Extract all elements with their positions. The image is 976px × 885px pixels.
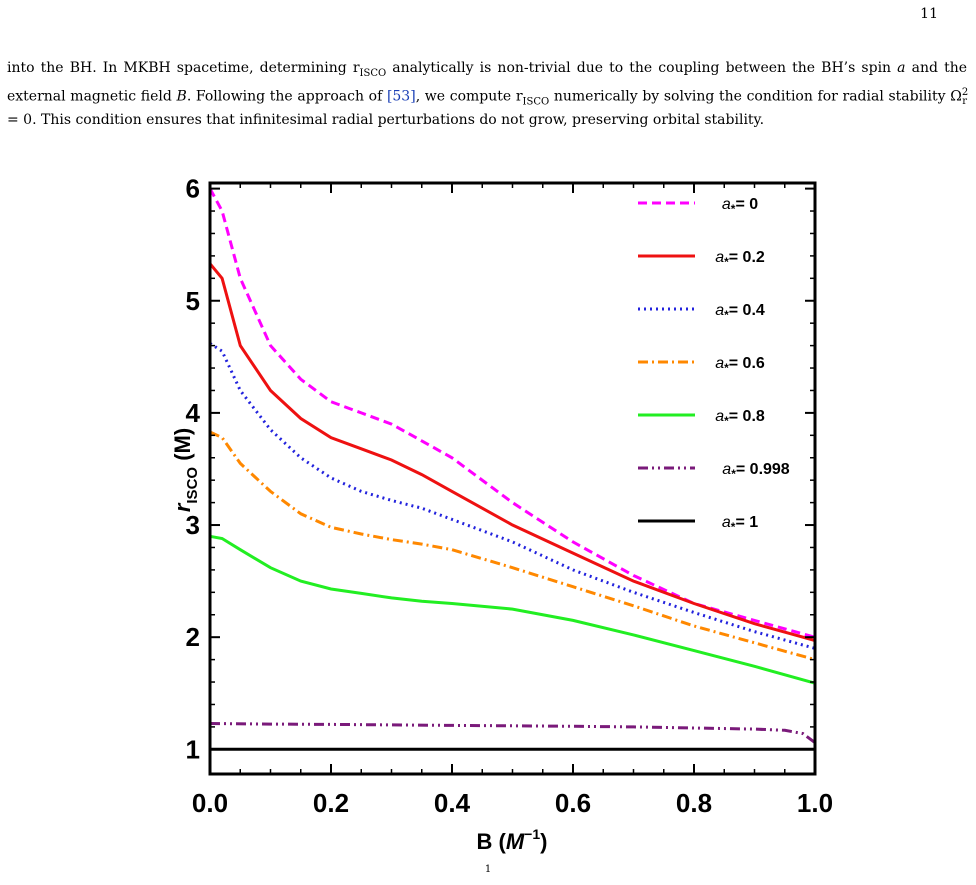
paragraph-text: and the external magnetic field: [7, 60, 968, 105]
legend-label: a*= 0.6: [715, 355, 765, 375]
citation-link[interactable]: [53]: [386, 88, 416, 105]
y-tick-label: 1: [186, 734, 200, 764]
chart-legend: a*= 0 a*= 0.2 a*= 0.4 a*= 0.6 a*= 0.8 a*= 0.9…: [638, 196, 790, 534]
x-axis-label: B (M−1): [477, 826, 548, 854]
paragraph-subscript: ISCO: [359, 67, 387, 79]
paragraph-superscript: 2: [961, 86, 969, 98]
axis-ticks: 0.0 0.2 0.4 0.6 0.8 1.0 1 2 3 4 5 6: [186, 174, 834, 818]
x-tick-label: 0.0: [192, 788, 228, 818]
legend-label: a*= 0.4: [715, 302, 765, 322]
paragraph-text: numerically by solving the condition for…: [549, 88, 962, 105]
x-tick-label: 0.6: [555, 788, 591, 818]
paragraph-symbol: B: [176, 88, 187, 105]
paragraph-text: = 0. This condition ensures that infinit…: [7, 112, 765, 129]
y-axis-label: rISCO (M): [170, 428, 201, 512]
plot-frame: [208, 181, 817, 776]
y-tick-label: 2: [186, 622, 200, 652]
series-line: [208, 262, 816, 642]
series-line: [209, 722, 816, 744]
y-tick-label: 6: [186, 174, 200, 204]
paragraph-symbol: a: [897, 60, 906, 76]
legend-label: a*= 0.998: [722, 461, 790, 481]
series-line: [209, 534, 816, 685]
y-tick-label: 5: [186, 286, 200, 316]
series-line: [209, 430, 816, 662]
y-tick-label: 3: [186, 510, 200, 540]
y-tick-label: 4: [186, 398, 201, 428]
legend-label: a*= 1: [722, 514, 758, 534]
series-line: [208, 187, 816, 639]
x-tick-label: 0.4: [434, 788, 471, 818]
legend-label: a*= 0.2: [715, 249, 765, 269]
paragraph-text: . Following the approach of: [186, 88, 387, 105]
paragraph-text: , we compute r: [415, 88, 523, 105]
x-tick-label: 1.0: [797, 788, 833, 818]
legend-label: a*= 0: [722, 196, 758, 216]
caption-fragment: 1: [484, 864, 492, 875]
plot-series-group: [208, 187, 816, 751]
paragraph-subscript: ISCO: [522, 96, 550, 108]
paragraph-text: into the BH. In MKBH spacetime, determin…: [7, 60, 360, 76]
legend-label: a*= 0.8: [715, 408, 765, 428]
series-line: [209, 342, 816, 650]
x-tick-label: 0.2: [313, 788, 349, 818]
page-number: 11: [920, 6, 938, 22]
paragraph-subscript: r: [962, 96, 967, 108]
body-paragraph: into the BH. In MKBH spacetime, determin…: [7, 59, 969, 130]
x-tick-label: 0.8: [676, 788, 712, 818]
paragraph-text: analytically is non-trivial due to the c…: [386, 60, 898, 76]
